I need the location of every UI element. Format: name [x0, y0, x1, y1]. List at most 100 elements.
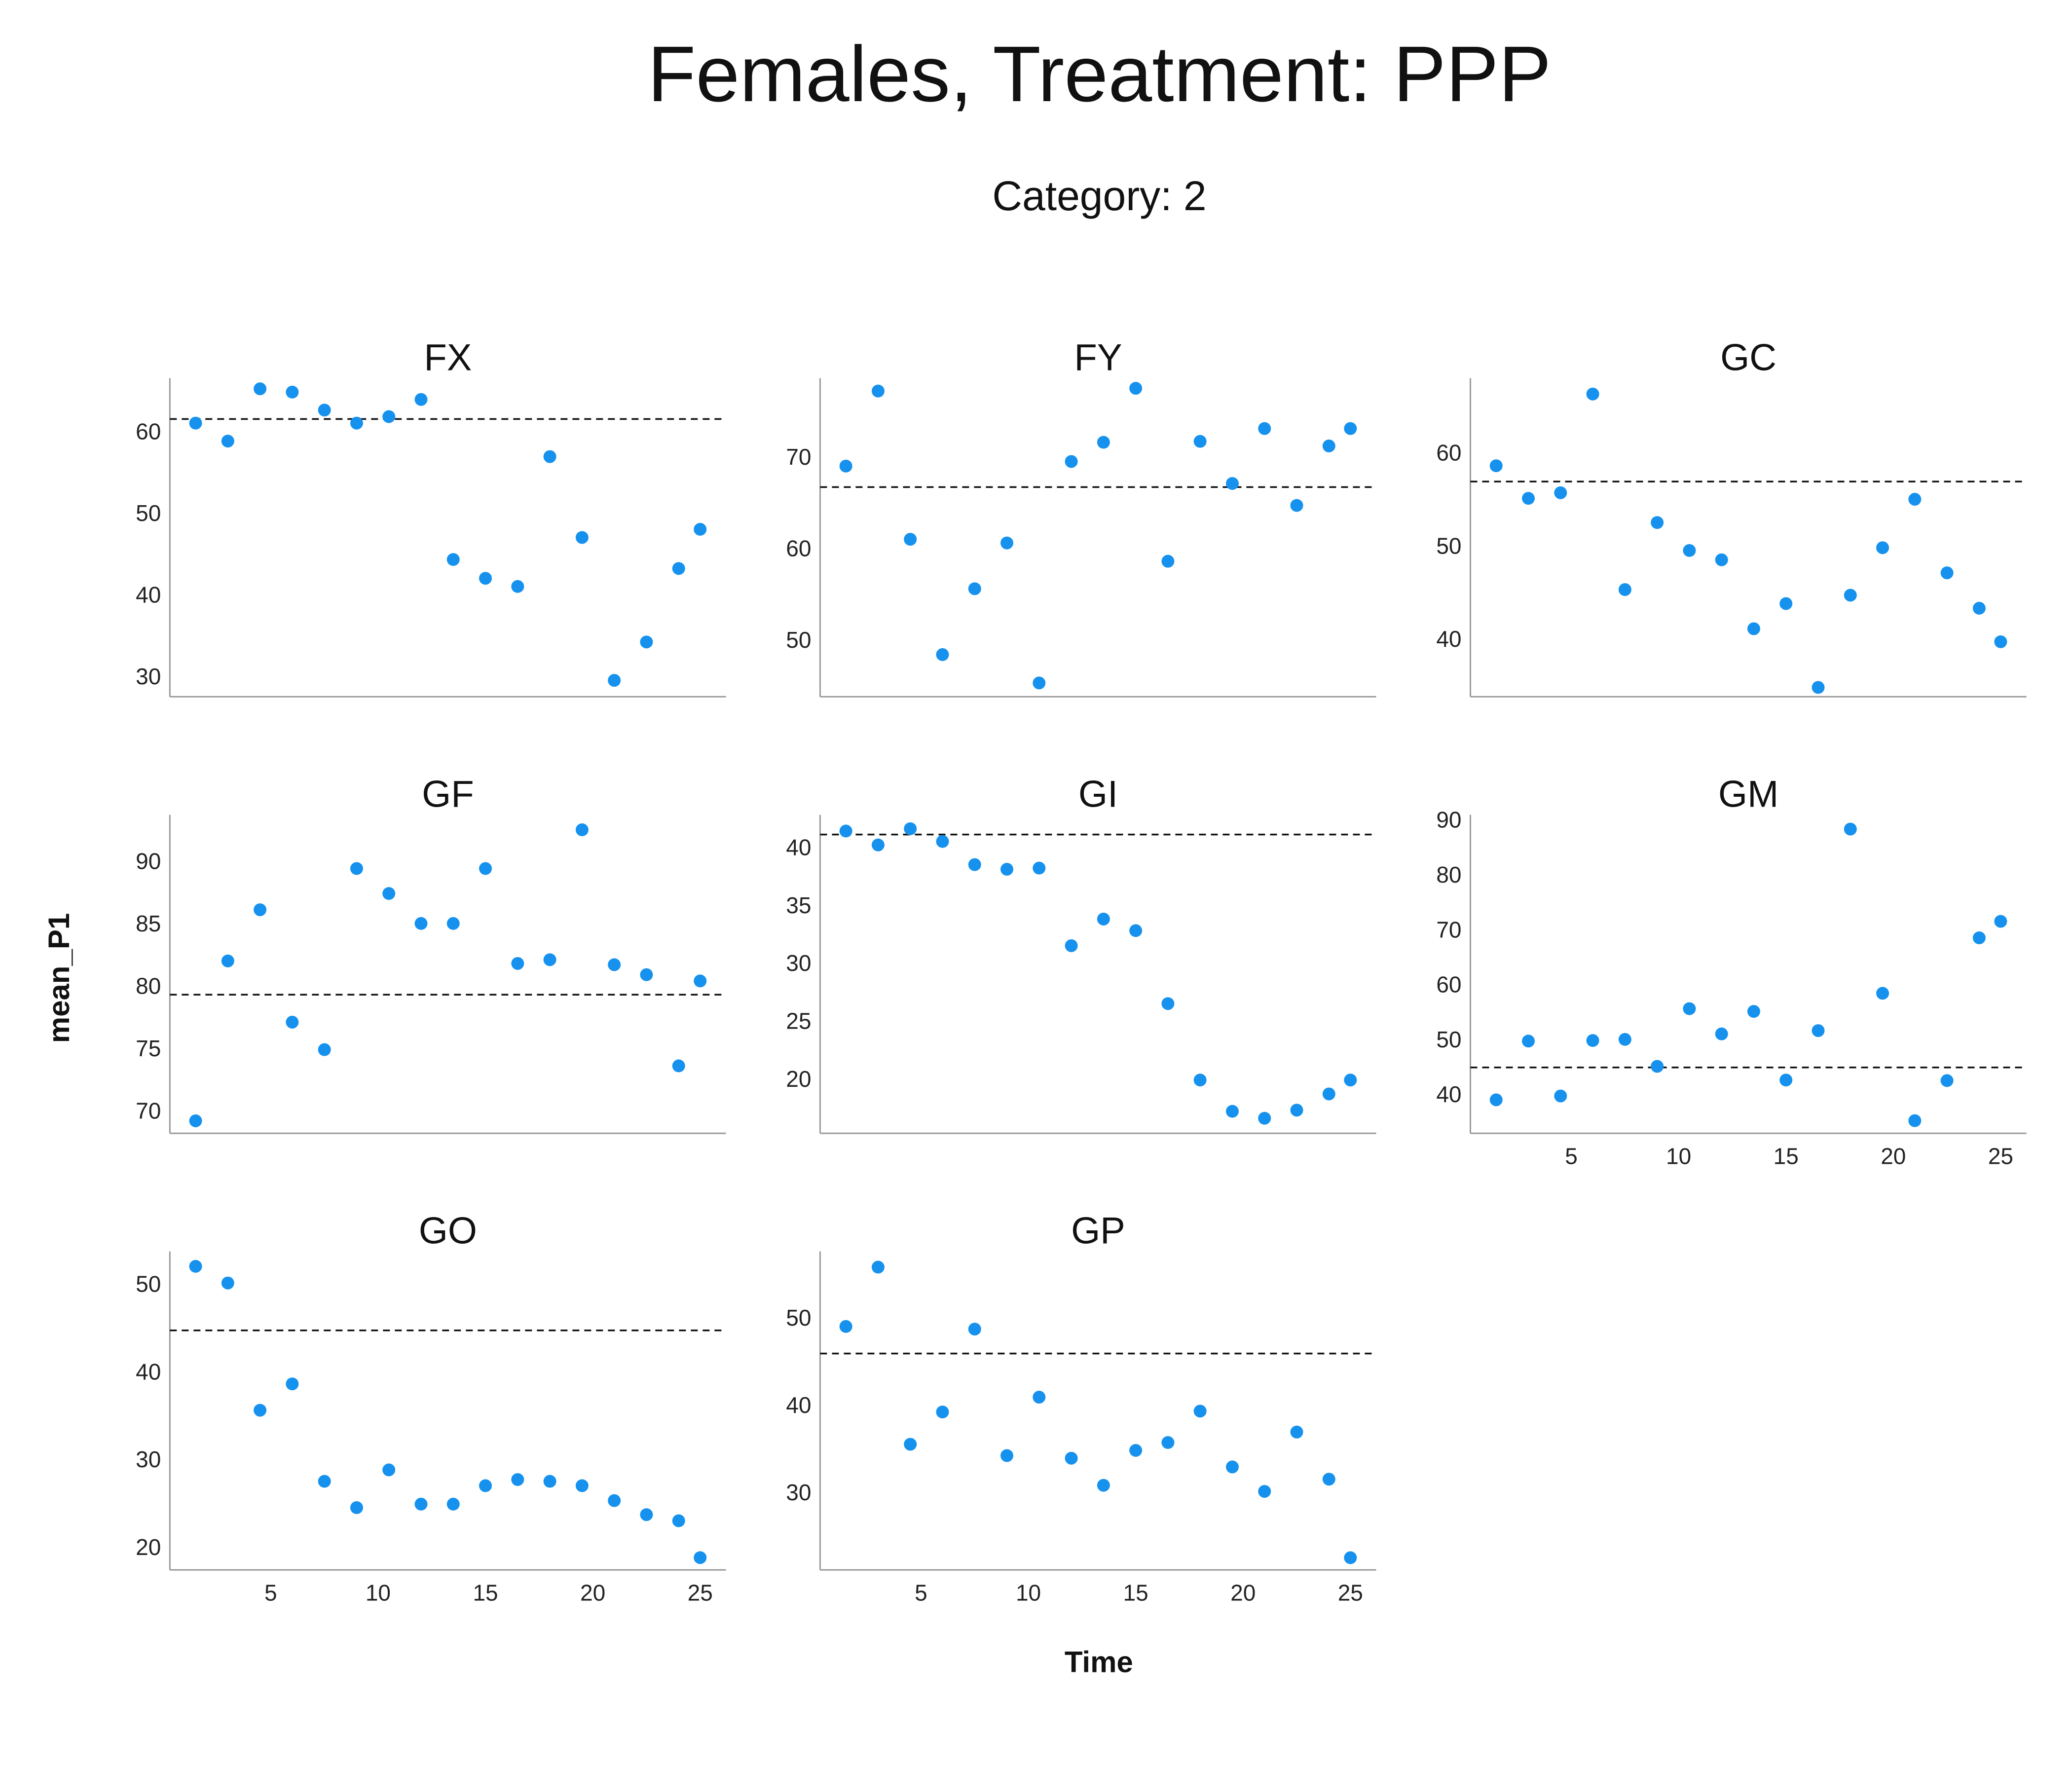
data-point: [904, 822, 917, 835]
data-point: [575, 531, 589, 544]
data-point: [543, 953, 556, 966]
data-point: [1290, 499, 1303, 512]
data-point: [871, 384, 885, 398]
panel-title: GI: [1078, 774, 1118, 815]
data-point: [543, 450, 556, 463]
data-point: [1586, 387, 1599, 401]
y-tick-label: 35: [786, 892, 811, 918]
data-point: [479, 572, 492, 585]
data-point: [1344, 1551, 1357, 1564]
y-tick-label: 70: [136, 1098, 161, 1124]
data-point: [1779, 1073, 1793, 1087]
data-point: [936, 1406, 949, 1419]
x-tick-label: 20: [1881, 1143, 1906, 1169]
data-point: [672, 1514, 685, 1527]
data-point: [936, 648, 949, 661]
y-tick-label: 50: [1436, 1027, 1461, 1052]
data-point: [446, 553, 460, 566]
y-tick-label: 90: [136, 848, 161, 874]
data-point: [1683, 544, 1696, 557]
data-point: [640, 1508, 653, 1521]
data-point: [694, 522, 707, 536]
panel-gf: GF 70 75 80 85 90: [136, 774, 726, 1134]
data-point: [936, 835, 949, 848]
data-point: [479, 1479, 492, 1492]
data-point: [1715, 553, 1728, 566]
data-point: [414, 393, 428, 406]
data-point: [1322, 1473, 1335, 1486]
y-tick-label: 85: [136, 911, 161, 936]
data-point: [382, 410, 396, 423]
data-point: [1065, 1451, 1078, 1465]
y-tick-label: 60: [1436, 440, 1461, 466]
data-point: [1972, 601, 1986, 615]
data-point: [1097, 1479, 1110, 1492]
data-point: [511, 957, 524, 970]
y-tick-label: 20: [786, 1066, 811, 1092]
panel-title: GO: [419, 1210, 477, 1252]
y-tick-label: 30: [136, 664, 161, 689]
data-point: [511, 1473, 524, 1486]
data-point: [1844, 822, 1857, 836]
data-point: [1994, 635, 2007, 648]
y-tick-label: 40: [136, 1359, 161, 1384]
data-point: [1876, 541, 1889, 555]
y-axis-title: mean_P1: [42, 913, 75, 1043]
data-point: [1193, 1073, 1207, 1087]
data-point: [254, 382, 267, 396]
y-tick-label: 40: [1436, 626, 1461, 652]
data-point: [511, 580, 524, 593]
data-point: [672, 562, 685, 575]
data-point: [1065, 455, 1078, 468]
y-tick-label: 70: [786, 444, 811, 470]
data-point: [1161, 997, 1175, 1010]
data-point: [479, 862, 492, 875]
data-point: [1489, 1093, 1503, 1107]
data-point: [1290, 1104, 1303, 1117]
data-point: [1651, 1060, 1664, 1073]
panel-title: GC: [1720, 337, 1776, 379]
data-point: [672, 1059, 685, 1073]
data-point: [1747, 622, 1760, 635]
data-point: [318, 1043, 331, 1056]
data-point: [382, 1463, 396, 1477]
data-point: [968, 1323, 981, 1336]
data-point: [640, 635, 653, 649]
y-tick-label: 40: [786, 1392, 811, 1418]
data-point: [1129, 1443, 1143, 1457]
y-tick-label: 70: [1436, 917, 1461, 942]
data-point: [1972, 931, 1986, 944]
data-point: [1290, 1425, 1303, 1439]
data-point: [839, 824, 852, 838]
y-tick-label: 50: [786, 627, 811, 653]
data-point: [1876, 987, 1889, 1000]
data-point: [694, 1551, 707, 1564]
data-point: [1193, 435, 1207, 448]
panel-title: GF: [422, 774, 474, 815]
data-point: [1554, 486, 1567, 499]
x-tick-label: 5: [915, 1580, 927, 1605]
data-point: [1618, 1033, 1631, 1046]
y-tick-label: 60: [786, 536, 811, 561]
x-tick-label: 5: [1565, 1143, 1578, 1169]
data-point: [189, 1114, 202, 1127]
data-point: [1033, 676, 1046, 690]
data-point: [189, 416, 202, 430]
data-point: [1683, 1002, 1696, 1015]
data-point: [1651, 516, 1664, 529]
data-point: [1322, 439, 1335, 452]
x-tick-label: 25: [1338, 1580, 1363, 1605]
data-point: [1715, 1027, 1728, 1040]
x-axis-title: Time: [1065, 1645, 1133, 1678]
data-point: [1812, 1024, 1825, 1037]
panel-gc: GC 40 50 60: [1436, 337, 2027, 698]
panel-gm: GM 40 50 60 70 80 90 5 10 15 20 25: [1436, 774, 2027, 1169]
data-point: [968, 858, 981, 871]
chart-subtitle: Category: 2: [992, 173, 1207, 219]
x-tick-label: 5: [264, 1580, 277, 1605]
data-point: [1161, 1436, 1175, 1449]
data-point: [608, 958, 621, 971]
x-tick-label: 10: [1666, 1143, 1691, 1169]
data-point: [446, 1497, 460, 1511]
y-tick-label: 40: [136, 582, 161, 607]
